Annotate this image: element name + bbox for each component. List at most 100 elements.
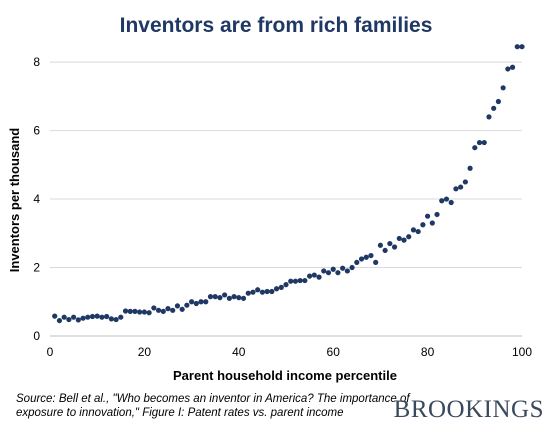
data-point bbox=[56, 317, 63, 324]
data-point bbox=[99, 314, 105, 320]
data-point bbox=[137, 309, 143, 315]
data-point bbox=[132, 308, 138, 314]
data-point bbox=[255, 287, 261, 293]
data-point bbox=[160, 308, 166, 314]
data-point bbox=[406, 234, 412, 240]
data-point bbox=[264, 288, 270, 295]
data-point bbox=[222, 292, 228, 298]
data-point bbox=[307, 273, 313, 279]
data-point bbox=[495, 98, 501, 105]
data-point bbox=[462, 179, 468, 185]
x-tick-label: 60 bbox=[327, 345, 341, 359]
data-point bbox=[410, 227, 417, 233]
data-point bbox=[155, 307, 162, 313]
data-point bbox=[104, 313, 110, 320]
data-point bbox=[330, 266, 336, 272]
data-point bbox=[217, 295, 223, 301]
data-point bbox=[448, 199, 454, 206]
data-point bbox=[500, 85, 506, 91]
data-point bbox=[231, 294, 237, 300]
data-point bbox=[198, 299, 204, 305]
x-tick-label: 20 bbox=[138, 345, 152, 359]
data-point bbox=[283, 282, 289, 288]
data-point bbox=[240, 295, 247, 301]
data-point bbox=[212, 294, 218, 300]
data-point bbox=[373, 259, 379, 265]
data-point bbox=[434, 211, 440, 218]
data-point bbox=[174, 303, 181, 309]
data-point bbox=[89, 313, 96, 320]
data-point bbox=[458, 184, 464, 190]
data-point bbox=[453, 186, 459, 192]
y-tick-label: 0 bbox=[33, 329, 40, 343]
data-point bbox=[108, 316, 114, 322]
y-tick-label: 2 bbox=[33, 261, 40, 275]
brookings-logo: BROOKINGS bbox=[393, 396, 544, 423]
data-point bbox=[193, 300, 199, 307]
data-point bbox=[71, 314, 77, 320]
data-point bbox=[118, 314, 124, 320]
data-point bbox=[288, 278, 294, 284]
data-point bbox=[358, 256, 365, 262]
data-point bbox=[354, 259, 360, 265]
chart-title: Inventors are from rich families bbox=[119, 14, 433, 37]
data-point bbox=[61, 314, 67, 320]
y-tick-label: 6 bbox=[33, 124, 40, 138]
data-point bbox=[476, 139, 483, 146]
data-point bbox=[259, 289, 265, 295]
data-point bbox=[203, 299, 209, 305]
data-point bbox=[122, 308, 129, 314]
data-point bbox=[349, 264, 355, 271]
data-point bbox=[340, 265, 346, 271]
data-point bbox=[415, 228, 421, 235]
data-point bbox=[170, 307, 176, 313]
data-point bbox=[66, 316, 72, 323]
data-point bbox=[80, 315, 86, 321]
data-point bbox=[75, 317, 81, 323]
data-point bbox=[391, 244, 398, 250]
data-point bbox=[321, 268, 327, 274]
data-point bbox=[113, 316, 119, 323]
x-tick-label: 0 bbox=[47, 345, 54, 359]
x-axis-label: Parent household income percentile bbox=[173, 368, 397, 383]
data-point bbox=[335, 270, 341, 276]
data-point bbox=[401, 237, 407, 243]
data-point bbox=[316, 274, 322, 280]
data-point bbox=[302, 277, 308, 284]
data-point bbox=[207, 294, 214, 300]
data-point bbox=[226, 295, 232, 301]
data-point bbox=[85, 314, 91, 320]
data-point bbox=[179, 306, 185, 312]
data-point bbox=[297, 277, 303, 284]
data-point bbox=[509, 64, 516, 70]
data-point bbox=[127, 308, 133, 314]
data-point bbox=[467, 165, 473, 171]
data-point bbox=[472, 145, 478, 151]
data-point bbox=[292, 278, 299, 284]
data-point bbox=[443, 196, 450, 202]
data-point bbox=[141, 309, 147, 315]
source-note: Source: Bell et al., "Who becomes an inv… bbox=[16, 393, 410, 419]
data-point bbox=[491, 105, 497, 111]
data-point bbox=[278, 284, 284, 290]
data-point bbox=[245, 290, 251, 296]
data-point bbox=[269, 288, 275, 295]
data-point bbox=[481, 139, 487, 146]
data-point bbox=[377, 242, 383, 248]
data-point bbox=[514, 44, 520, 50]
data-point bbox=[273, 286, 280, 292]
data-points bbox=[52, 44, 525, 324]
data-point bbox=[325, 270, 332, 276]
data-point bbox=[396, 235, 402, 242]
y-tick-label: 4 bbox=[33, 192, 40, 206]
data-point bbox=[165, 306, 171, 312]
y-axis-label: Inventors per thousand bbox=[7, 128, 22, 273]
data-point bbox=[382, 247, 388, 254]
data-point bbox=[52, 313, 58, 319]
y-tick-label: 8 bbox=[33, 55, 40, 69]
data-point bbox=[236, 295, 242, 301]
data-point bbox=[505, 66, 511, 72]
data-point bbox=[311, 272, 317, 278]
